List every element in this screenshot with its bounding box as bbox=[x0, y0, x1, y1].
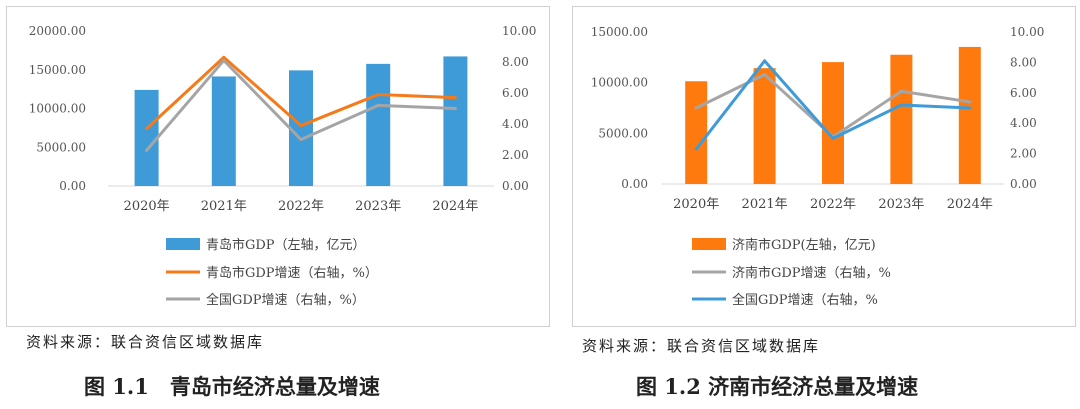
legend-swatch-bar bbox=[166, 238, 200, 250]
y-left-tick-label: 15000.00 bbox=[29, 63, 86, 77]
y-right-tick-label: 4.00 bbox=[1010, 116, 1037, 130]
bar-left-series-0 bbox=[685, 81, 708, 184]
bar-left-series-0 bbox=[822, 62, 844, 184]
legend-swatch-bar bbox=[692, 238, 726, 250]
y-right-tick-label: 4.00 bbox=[502, 117, 529, 131]
line-point-series-2 bbox=[299, 138, 303, 141]
chart-panel-qingdao: 0.00 5000.00 10000.00 15000.00 20000.00 0.00 2… bbox=[6, 6, 550, 327]
line-point-series-2 bbox=[453, 107, 457, 110]
line-point-series-1 bbox=[222, 55, 226, 59]
x-tick-label: 2020年 bbox=[673, 197, 719, 212]
y-right-tick-label: 6.00 bbox=[502, 86, 529, 100]
line-point-series-1 bbox=[453, 96, 457, 100]
y-left-tick-label: 20000.00 bbox=[29, 24, 86, 38]
x-tick-label: 2024年 bbox=[947, 197, 993, 212]
y-right-tick-label: 2.00 bbox=[502, 148, 529, 162]
x-tick-label: 2021年 bbox=[201, 199, 247, 214]
source-note-qingdao: 资料来源：联合资信区域数据库 bbox=[26, 333, 265, 351]
y-left-tick-label: 10000.00 bbox=[29, 102, 86, 116]
y-right-tick-label: 2.00 bbox=[1010, 147, 1037, 161]
bar-left-series-0 bbox=[443, 56, 468, 186]
bar-left-series-0 bbox=[890, 54, 913, 184]
line-point-series-1 bbox=[968, 100, 972, 104]
y-right-tick-label: 10.00 bbox=[1010, 25, 1044, 39]
x-tick-label: 2023年 bbox=[355, 199, 401, 214]
y-right-tick-label: 8.00 bbox=[502, 55, 529, 69]
bar-left-series-0 bbox=[211, 76, 236, 186]
source-note-jinan: 资料来源：联合资信区域数据库 bbox=[582, 337, 821, 355]
bar-left-series-0 bbox=[366, 63, 391, 186]
line-point-series-1 bbox=[763, 73, 767, 77]
chart-jinan: 0.00 5000.00 10000.00 15000.00 0.00 2.00 4.00 6… bbox=[572, 6, 1076, 327]
line-point-series-2 bbox=[376, 103, 380, 107]
line-point-series-2 bbox=[831, 136, 835, 140]
line-point-series-2 bbox=[145, 148, 149, 152]
y-left-tick-label: 10000.00 bbox=[591, 76, 648, 90]
x-tick-label: 2022年 bbox=[278, 199, 324, 214]
chart-panel-jinan: 0.00 5000.00 10000.00 15000.00 0.00 2.00 4.00 6… bbox=[572, 6, 1076, 327]
x-tick-label: 2020年 bbox=[124, 199, 170, 214]
line-point-series-2 bbox=[968, 106, 972, 110]
line-point-series-1 bbox=[899, 89, 903, 93]
x-tick-label: 2022年 bbox=[810, 197, 856, 212]
bar-left-series-0 bbox=[289, 70, 313, 186]
y-right-tick-label: 0.00 bbox=[1010, 177, 1037, 191]
legend-label: 济南市GDP(左轴，亿元) bbox=[732, 237, 876, 253]
bar-left-series-0 bbox=[958, 46, 981, 185]
y-right-tick-label: 10.00 bbox=[502, 24, 536, 38]
bar-left-series-0 bbox=[753, 68, 776, 184]
figure-caption-qingdao: 图 1.1 青岛市经济总量及增速 bbox=[84, 374, 380, 399]
figure-caption-jinan: 图 1.2 济南市经济总量及增速 bbox=[636, 374, 919, 399]
legend-label: 青岛市GDP增速（右轴，%） bbox=[206, 265, 378, 281]
legend-label: 青岛市GDP（左轴，亿元） bbox=[206, 237, 366, 253]
y-left-tick-label: 5000.00 bbox=[598, 126, 648, 140]
y-right-tick-label: 8.00 bbox=[1010, 55, 1037, 69]
line-point-series-2 bbox=[763, 59, 767, 63]
line-point-series-2 bbox=[694, 147, 698, 151]
y-left-tick-label: 15000.00 bbox=[591, 25, 648, 39]
line-point-series-1 bbox=[694, 106, 698, 110]
y-left-tick-label: 0.00 bbox=[621, 177, 648, 191]
bar-left-series-0 bbox=[134, 89, 159, 186]
y-right-tick-label: 6.00 bbox=[1010, 86, 1037, 100]
legend-label: 济南市GDP增速（右轴，% bbox=[732, 265, 891, 281]
y-right-tick-label: 0.00 bbox=[502, 179, 529, 193]
legend-label: 全国GDP增速（右轴，% bbox=[732, 292, 878, 308]
y-left-tick-label: 5000.00 bbox=[36, 140, 86, 154]
x-tick-label: 2024年 bbox=[432, 199, 478, 214]
x-tick-label: 2021年 bbox=[742, 197, 788, 212]
line-point-series-2 bbox=[899, 103, 903, 107]
x-tick-label: 2023年 bbox=[878, 197, 924, 212]
legend-label: 全国GDP增速（右轴，%） bbox=[206, 292, 365, 308]
line-point-series-1 bbox=[299, 124, 303, 128]
line-point-series-1 bbox=[145, 127, 149, 131]
line-point-series-2 bbox=[222, 58, 226, 62]
chart-qingdao: 0.00 5000.00 10000.00 15000.00 20000.00 0.00 2… bbox=[6, 6, 550, 327]
y-left-tick-label: 0.00 bbox=[59, 179, 86, 193]
line-point-series-1 bbox=[376, 93, 380, 97]
